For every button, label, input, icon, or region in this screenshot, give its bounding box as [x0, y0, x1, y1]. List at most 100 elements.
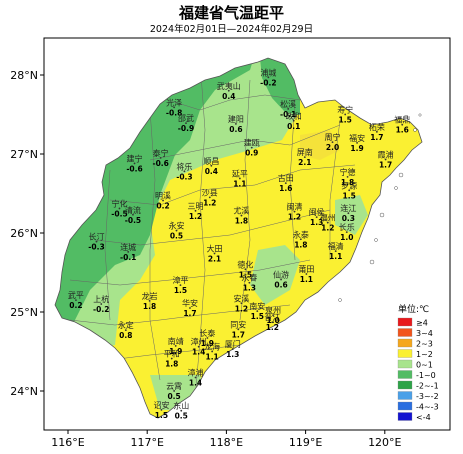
station-value: 1.2	[288, 213, 301, 222]
station-name: 武平	[68, 290, 84, 300]
station-marker	[356, 141, 358, 144]
map-subtitle: 2024年02月01日—2024年02月29日	[149, 24, 314, 35]
station-marker	[170, 357, 173, 360]
legend-swatch	[397, 359, 413, 369]
station-value: 1.2	[189, 212, 202, 221]
legend: 单位:℃ ≥43~4 2~31~2 0~1-1~0 -2~-1-3~-2 -4~-3<-4	[397, 303, 439, 422]
station-marker	[118, 207, 121, 210]
station-value: 0.2	[69, 301, 82, 310]
station-value: 1.5	[343, 191, 356, 200]
station-name: 武夷山	[217, 81, 241, 91]
zone-2-to-3	[300, 130, 340, 160]
station-value: -0.1	[120, 253, 136, 262]
station-value: 1.2	[203, 198, 216, 207]
station-value: -0.5	[111, 209, 127, 218]
station-value: 1.8	[143, 302, 156, 311]
station-marker	[235, 123, 237, 125]
station-marker	[293, 210, 296, 213]
station-marker	[100, 303, 103, 305]
zone-0-to-1-lianjiang	[335, 195, 368, 235]
station-value: 1.7	[379, 160, 392, 169]
station-marker	[347, 212, 350, 215]
station-value: 1.7	[183, 309, 196, 318]
station-value: 1.3	[243, 284, 256, 293]
station-marker	[175, 229, 178, 232]
station-name: 建瓯	[244, 138, 260, 148]
county-boundaries	[69, 59, 356, 401]
station-marker	[348, 189, 351, 192]
station-marker	[305, 273, 308, 275]
station-marker	[174, 345, 177, 347]
station-name: 华安	[182, 298, 198, 308]
station-marker	[206, 337, 209, 339]
legend-swatch	[397, 412, 413, 421]
station-marker	[292, 119, 295, 122]
station-marker	[331, 141, 334, 144]
station-value: 0.5	[170, 232, 183, 241]
station-value: 0.2	[156, 202, 169, 211]
station-value: 0.9	[245, 149, 258, 158]
station-name: 宁德	[340, 167, 356, 177]
x-tick-label: 120°E	[368, 436, 401, 449]
station-marker	[248, 281, 251, 284]
station-marker	[344, 113, 347, 116]
legend-label: -4~-3	[416, 403, 439, 412]
station-name: 南安	[249, 301, 265, 311]
station-name: 永泰	[293, 229, 309, 239]
station-value: -0.1	[280, 110, 296, 119]
station-marker	[75, 299, 77, 301]
station-marker	[194, 376, 197, 379]
station-name: 浦城	[260, 67, 276, 77]
zone-minus1-to-0-ne	[258, 58, 300, 115]
station-value: 1.7	[232, 330, 245, 339]
legend-label: <-4	[416, 413, 431, 422]
map-frame-border	[43, 37, 451, 431]
legend-swatch	[397, 391, 413, 400]
station-name: 大田	[207, 243, 223, 253]
station-value: 1.9	[201, 339, 214, 348]
station-value: 2.0	[326, 143, 339, 152]
station-name: 明溪	[155, 191, 171, 201]
station-marker	[287, 108, 290, 110]
legend-swatch	[397, 380, 413, 390]
station-value: -0.6	[152, 159, 168, 168]
station-marker	[315, 216, 318, 219]
station-value: 0.1	[287, 122, 300, 131]
legend-swatch	[397, 401, 413, 411]
station-marker	[326, 221, 329, 224]
station-marker	[401, 123, 404, 126]
station-marker	[180, 409, 183, 412]
zone-0-to-1-coast	[250, 245, 300, 305]
legend-label: ≥4	[416, 319, 428, 328]
station-value: 1.9	[169, 347, 182, 356]
station-value: -0.2	[260, 78, 276, 87]
axis-ticks: 116°E 117°E 118°E 119°E 120°E 28°N 27°N 26°N 25°…	[10, 69, 401, 449]
station-marker	[240, 214, 243, 217]
station-value: 0.4	[205, 167, 218, 176]
station-marker	[148, 299, 151, 302]
station-value: 1.5	[239, 270, 252, 279]
station-value: 1.8	[235, 217, 248, 226]
station-value: 0.3	[342, 214, 355, 223]
station-marker	[210, 164, 213, 167]
station-marker	[250, 146, 253, 149]
station-value: 1.4	[192, 348, 205, 357]
station-value: 1.3	[310, 218, 323, 227]
station-name: 平和	[164, 350, 180, 359]
station-value: -0.5	[125, 216, 141, 225]
station-name: 柘荣	[369, 122, 385, 132]
y-tick-label: 24°N	[10, 385, 38, 398]
station-name: 福清	[328, 241, 344, 251]
station-name: 政和	[286, 111, 302, 121]
station-name: 长泰	[199, 328, 215, 338]
station-marker	[159, 157, 162, 159]
station-marker	[173, 106, 176, 109]
station-value: 1.3	[226, 350, 239, 359]
station-value: 1.8	[341, 178, 354, 187]
station-name: 寿宁	[337, 104, 353, 114]
station-name: 屏南	[297, 147, 313, 157]
station-name: 建阳	[228, 114, 244, 124]
station-name: 沙县	[202, 188, 218, 197]
station-marker	[346, 175, 349, 178]
